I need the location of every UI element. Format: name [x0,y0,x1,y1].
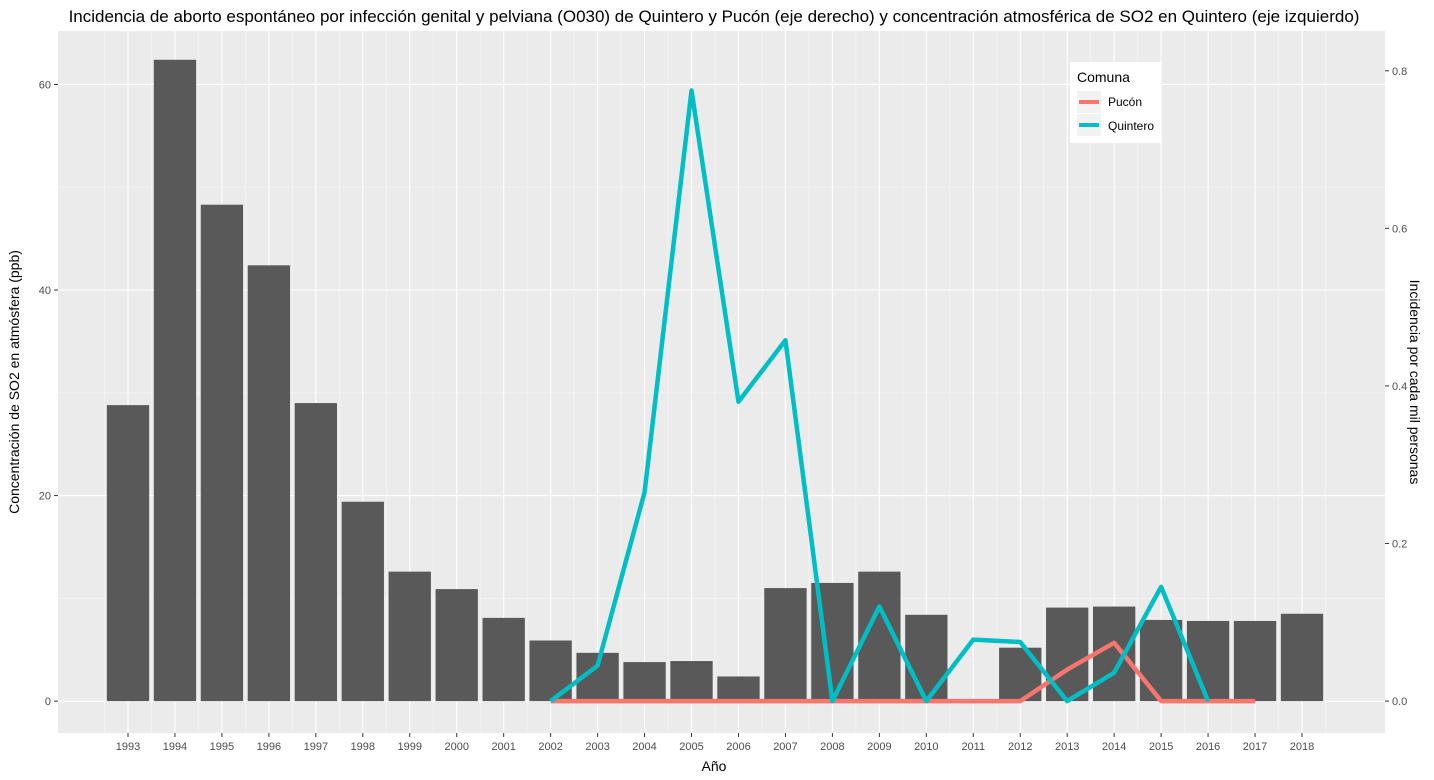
x-tick-label: 2006 [726,741,750,753]
x-tick-label: 2014 [1102,741,1126,753]
series-line-puc-n [550,640,1256,704]
x-tick-label: 1993 [116,741,140,753]
x-tick-label: 1994 [163,741,187,753]
x-tick-label: 2015 [1149,741,1173,753]
bar-1996 [247,265,291,702]
x-tick-label: 2011 [961,741,985,753]
x-tick-label: 1996 [257,741,281,753]
y2-tick-label: 0.4 [1392,381,1407,393]
bar-2006 [717,676,760,702]
series-line-quintero [549,88,1211,704]
bar-1995 [200,204,244,702]
bar-2014 [1093,606,1136,702]
x-tick-label: 2001 [491,741,515,753]
x-tick-label: 2009 [867,741,891,753]
line-series [549,88,1256,704]
bar-2004 [623,662,666,702]
x-tick-label: 1995 [210,741,234,753]
left-axis-ticks: 0 20 40 60 [39,79,58,708]
bar-2015 [1139,619,1183,702]
bar-1993 [106,405,150,702]
y2-axis-title: Incidencia por cada mil personas [1407,280,1423,485]
x-tick-label: 2016 [1196,741,1220,753]
x-axis-ticks: 1993 1994 1995 1996 1997 1998 1999 2000 2001 2002… [116,733,1314,753]
y2-tick-label: 0.0 [1392,696,1407,708]
y-axis-title: Concentración de SO2 en atmósfera (ppb) [6,250,22,514]
legend-title: Comuna [1077,69,1130,85]
bar-2007 [764,588,807,702]
bar-2017 [1233,620,1277,702]
x-tick-label: 2005 [679,741,703,753]
bar-2013 [1046,607,1089,702]
x-tick-label: 1998 [351,741,375,753]
x-tick-label: 2004 [632,741,656,753]
right-axis-ticks: 0.0 0.2 0.4 0.6 0.8 [1385,66,1407,708]
legend: Comuna Pucón Quintero [1070,62,1161,143]
x-tick-label: 2017 [1243,741,1267,753]
x-tick-label: 2008 [820,741,844,753]
x-tick-label: 1999 [398,741,422,753]
bar-1998 [341,501,384,702]
bar-2018 [1280,613,1324,702]
bar-1999 [388,571,431,702]
bar-2010 [905,614,948,702]
x-tick-label: 2002 [538,741,562,753]
y-tick-label: 60 [39,79,51,91]
x-tick-label: 2012 [1008,741,1032,753]
x-tick-label: 2000 [444,741,468,753]
y-tick-label: 20 [39,491,51,503]
x-tick-label: 2013 [1055,741,1079,753]
chart-title: Incidencia de aborto espontáneo por infe… [69,7,1360,26]
x-axis-title: Año [702,758,727,774]
legend-label-quintero: Quintero [1108,119,1154,133]
bar-2000 [435,589,478,702]
bar-1994 [153,59,197,702]
bar-1997 [294,403,337,702]
x-tick-label: 2018 [1290,741,1314,753]
bar-2005 [670,661,713,702]
x-tick-label: 1997 [304,741,328,753]
y-tick-label: 0 [45,696,51,708]
bar-2001 [482,617,525,702]
x-tick-label: 2010 [914,741,938,753]
x-tick-label: 2003 [585,741,609,753]
y2-tick-label: 0.6 [1392,223,1407,235]
y-tick-label: 40 [39,285,51,297]
legend-label-pucon: Pucón [1108,95,1142,109]
y2-tick-label: 0.8 [1392,66,1407,78]
x-tick-label: 2007 [773,741,797,753]
y2-tick-label: 0.2 [1392,539,1407,551]
